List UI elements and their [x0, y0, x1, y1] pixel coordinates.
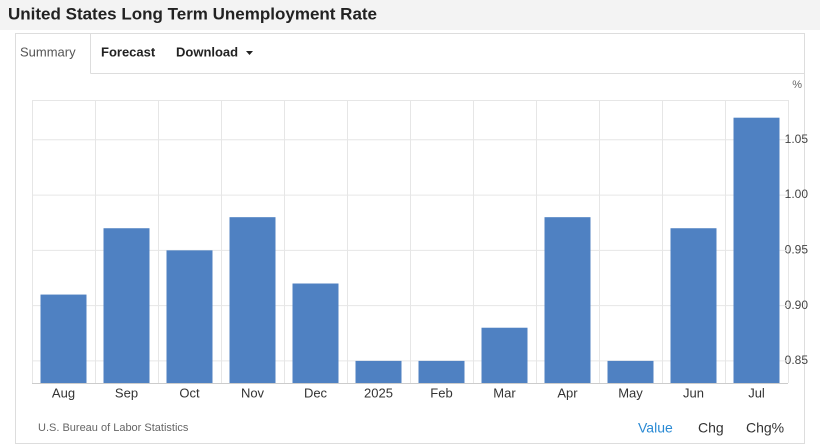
bar	[670, 228, 717, 383]
tab[interactable]: Summary	[20, 44, 76, 59]
value-button[interactable]: Value	[638, 420, 673, 436]
bar	[355, 360, 402, 383]
x-tick-label: Jul	[748, 385, 765, 400]
tab[interactable]: Download	[176, 44, 238, 59]
bar	[607, 360, 654, 383]
y-tick-label: 0.90	[785, 298, 809, 312]
bar	[229, 217, 276, 383]
tab-border	[15, 33, 91, 74]
bar	[481, 327, 528, 383]
chg-pct-button[interactable]: Chg%	[746, 420, 784, 436]
x-tick-label: Oct	[179, 385, 200, 400]
y-tick-label: 1.05	[785, 132, 809, 146]
x-tick-label: Sep	[115, 385, 138, 400]
x-tick-label: Nov	[241, 385, 265, 400]
bar	[544, 217, 591, 383]
y-tick-label: 0.95	[785, 243, 809, 257]
bar	[166, 250, 213, 383]
tab[interactable]: Forecast	[101, 44, 156, 59]
x-tick-label: Dec	[304, 385, 328, 400]
title-bar	[0, 0, 820, 30]
x-tick-label: Feb	[430, 385, 452, 400]
x-tick-label: Jun	[683, 385, 704, 400]
bar	[103, 228, 150, 383]
y-unit: %	[792, 79, 802, 91]
bar	[418, 360, 465, 383]
caret	[246, 51, 253, 55]
x-tick-label: Mar	[493, 385, 516, 400]
y-tick-label: 0.85	[785, 353, 809, 367]
source: U.S. Bureau of Labor Statistics	[38, 422, 189, 434]
bar	[292, 283, 339, 383]
bar	[40, 294, 87, 383]
page-title: United States Long Term Unemployment Rat…	[8, 4, 377, 23]
x-tick-label: Aug	[52, 385, 75, 400]
chg-button[interactable]: Chg	[698, 420, 724, 436]
x-tick-label: Apr	[557, 385, 578, 400]
bar	[733, 117, 780, 383]
x-tick-label: 2025	[364, 385, 393, 400]
y-tick-label: 1.00	[785, 187, 809, 201]
x-tick-label: May	[618, 385, 643, 400]
